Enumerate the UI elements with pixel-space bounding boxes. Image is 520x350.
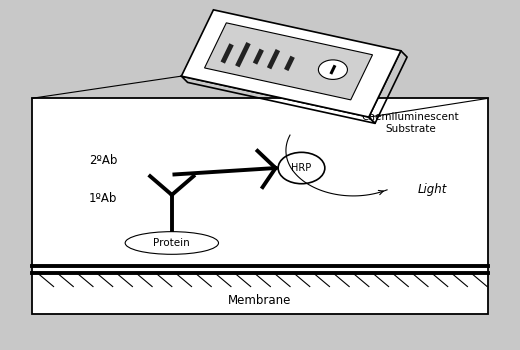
Circle shape [278,152,325,184]
Text: Protein: Protein [153,238,190,248]
Text: Light: Light [418,183,448,196]
Text: Membrane: Membrane [228,294,292,307]
Polygon shape [204,23,372,100]
Text: 2ºAb: 2ºAb [89,154,117,167]
Polygon shape [181,10,401,117]
Ellipse shape [125,232,218,254]
Bar [32,98,488,314]
Text: HRP: HRP [291,163,311,173]
Text: 1ºAb: 1ºAb [89,192,117,205]
Circle shape [318,60,347,79]
Text: Chemiluminescent
Substrate: Chemiluminescent Substrate [361,112,459,134]
